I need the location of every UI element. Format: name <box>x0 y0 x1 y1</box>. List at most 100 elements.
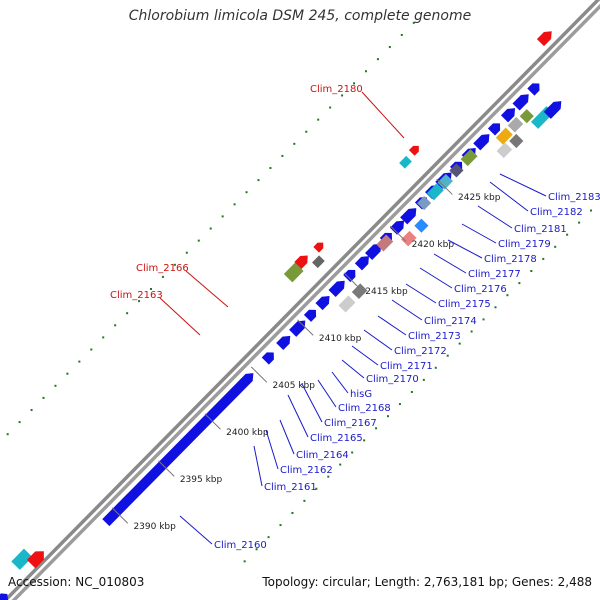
gene-block-shape <box>509 133 524 149</box>
scale-tick <box>343 272 360 289</box>
gene-arrow <box>102 373 254 527</box>
gc-dot <box>351 451 354 454</box>
gene-block <box>417 196 432 211</box>
gene-block <box>312 255 325 269</box>
gene-block <box>507 116 524 133</box>
gc-dot <box>458 342 461 345</box>
gene-label-blue: Clim_2181 <box>514 224 567 235</box>
gene-arrow <box>408 145 419 156</box>
gc-dot <box>578 221 581 224</box>
gc-dot <box>90 348 93 351</box>
label-leader-blue <box>433 253 467 274</box>
gc-dot <box>341 94 344 97</box>
gene-label-blue: Clim_2160 <box>214 540 267 551</box>
label-leader-blue <box>287 394 309 438</box>
gc-dot <box>267 536 270 539</box>
gc-dot <box>400 33 403 36</box>
gc-dot <box>185 251 188 254</box>
gene-label-blue: Clim_2182 <box>530 207 583 218</box>
gene-arrow <box>512 94 529 111</box>
label-leader-blue <box>447 239 483 259</box>
gene-label-blue: Clim_2174 <box>424 316 477 327</box>
gene-track <box>0 31 562 600</box>
gc-dot <box>161 275 164 278</box>
gene-label-red: Clim_2180 <box>310 84 363 95</box>
gene-label-blue: Clim_2183 <box>548 192 600 203</box>
gene-arrow-shape <box>543 101 562 119</box>
label-leader-blue <box>301 383 323 423</box>
gc-dot <box>221 215 224 218</box>
gene-arrow-shape <box>389 220 405 235</box>
gc-dot <box>78 360 81 363</box>
gene-block-shape <box>496 142 513 159</box>
gene-block <box>11 548 33 570</box>
label-leader-blue <box>351 345 379 366</box>
gc-dot <box>494 306 497 309</box>
gc-dot <box>327 475 330 478</box>
gene-label-blue: Clim_2179 <box>498 239 551 250</box>
scale-tick <box>250 366 268 383</box>
gene-label-blue: Clim_2173 <box>408 331 461 342</box>
gc-dot <box>446 354 449 357</box>
label-leader-blue <box>331 371 349 394</box>
gene-block <box>426 183 444 201</box>
gc-dot <box>329 106 332 109</box>
gc-dot <box>364 70 367 73</box>
gene-arrow-shape <box>500 108 516 123</box>
gene-block <box>519 109 534 124</box>
gene-arrow <box>261 352 274 365</box>
gc-dot <box>518 282 521 285</box>
gc-dot <box>257 179 260 182</box>
gc-dot <box>386 415 389 418</box>
label-leader-blue <box>461 223 497 244</box>
gc-dot <box>566 233 569 236</box>
gene-block-shape <box>401 230 417 247</box>
gene-arrow <box>389 220 405 235</box>
gene-block-shape <box>519 109 534 124</box>
gene-arrow-shape <box>26 551 44 569</box>
gene-block-shape <box>417 196 432 211</box>
gene-arrow <box>500 108 516 123</box>
gene-label-blue: Clim_2176 <box>454 284 507 295</box>
gene-arrow <box>294 255 308 269</box>
gene-arrow <box>303 309 317 322</box>
gene-block <box>495 127 513 145</box>
label-leader-red <box>185 270 229 308</box>
gene-arrow <box>26 551 44 569</box>
gene-label-blue: Clim_2172 <box>394 346 447 357</box>
gc-dot <box>388 46 391 49</box>
genome-summary-text: Topology: circular; Length: 2,763,181 bp… <box>262 575 592 589</box>
label-leader-red <box>361 91 405 139</box>
label-leader-blue <box>341 359 365 379</box>
gene-label-blue: hisG <box>350 389 372 400</box>
label-leader-blue <box>253 445 263 487</box>
gc-dot <box>410 390 413 393</box>
gene-arrow-shape <box>487 123 501 136</box>
gc-dot <box>470 330 473 333</box>
tick-label: 2425 kbp <box>458 193 501 203</box>
tick-label: 2395 kbp <box>180 475 223 485</box>
scale-tick <box>297 319 314 336</box>
gene-label-blue: Clim_2168 <box>338 403 391 414</box>
gene-block-shape <box>507 116 524 133</box>
gene-block <box>351 283 368 299</box>
gene-arrow-shape <box>536 31 552 47</box>
gene-label-blue: Clim_2170 <box>366 374 419 385</box>
tick-label: 2410 kbp <box>319 334 362 344</box>
gene-arrow <box>313 242 324 253</box>
gene-label-blue: Clim_2175 <box>438 299 491 310</box>
tick-label: 2405 kbp <box>273 381 316 391</box>
gene-label-red: Clim_2166 <box>136 263 189 274</box>
gc-content-track <box>6 21 593 563</box>
gc-dot <box>293 142 296 145</box>
label-leader-blue <box>405 283 437 304</box>
gene-block-shape <box>283 262 304 283</box>
tick-label: 2400 kbp <box>226 428 269 438</box>
gc-dot <box>209 227 212 230</box>
gene-arrow-shape <box>527 83 540 96</box>
gene-arrow <box>527 83 540 96</box>
gc-dot <box>434 366 437 369</box>
gc-dot <box>30 408 33 411</box>
